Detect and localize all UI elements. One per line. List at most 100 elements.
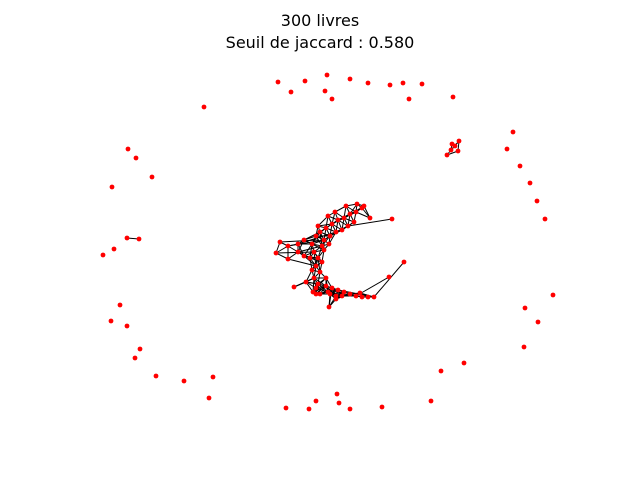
edges-layer (126, 140, 460, 308)
graph-node (313, 285, 319, 291)
graph-node (357, 290, 363, 296)
graph-node (347, 291, 353, 297)
graph-node (321, 247, 327, 253)
graph-node (132, 355, 138, 361)
graph-node (313, 398, 319, 404)
graph-node (542, 216, 548, 222)
graph-node (367, 215, 373, 221)
graph-node (504, 146, 510, 152)
graph-node (329, 221, 335, 227)
graph-node (449, 141, 455, 147)
graph-node (347, 211, 353, 217)
graph-node (343, 203, 349, 209)
graph-node (448, 147, 454, 153)
graph-node (535, 319, 541, 325)
graph-edge (275, 251, 315, 254)
figure-subtitle: Seuil de jaccard : 0.580 (225, 33, 415, 52)
graph-edge (373, 261, 405, 298)
graph-node (295, 249, 301, 255)
graph-node (354, 201, 360, 207)
graph-node (291, 284, 297, 290)
graph-edge (287, 239, 325, 247)
graph-node (510, 129, 516, 135)
graph-node (315, 223, 321, 229)
graph-node (322, 88, 328, 94)
graph-node (323, 283, 329, 289)
graph-node (301, 237, 307, 243)
graph-node (353, 209, 359, 215)
graph-node (401, 259, 407, 265)
graph-edge (328, 287, 333, 308)
graph-node (335, 287, 341, 293)
graph-node (136, 236, 142, 242)
graph-node (313, 291, 319, 297)
figure-title: 300 livres (280, 11, 360, 30)
graph-node (317, 229, 323, 235)
graph-node (327, 233, 333, 239)
graph-node (450, 94, 456, 100)
graph-node (444, 152, 450, 158)
graph-node (428, 398, 434, 404)
graph-node (332, 209, 338, 215)
graph-node (323, 225, 329, 231)
graph-node (386, 274, 392, 280)
graph-edge (287, 258, 317, 267)
graph-node (285, 256, 291, 262)
graph-node (419, 81, 425, 87)
graph-node (438, 368, 444, 374)
graph-node (137, 346, 143, 352)
graph-node (400, 80, 406, 86)
graph-node (335, 217, 341, 223)
graph-node (361, 203, 367, 209)
graph-node (527, 180, 533, 186)
graph-node (319, 259, 325, 265)
graph-node (333, 229, 339, 235)
graph-node (359, 294, 365, 300)
graph-node (323, 275, 329, 281)
graph-edge (303, 255, 317, 267)
graph-node (325, 213, 331, 219)
graph-node (324, 72, 330, 78)
graph-node (125, 146, 131, 152)
graph-node (309, 267, 315, 273)
graph-node (117, 302, 123, 308)
graph-node (295, 241, 301, 247)
graph-node (347, 406, 353, 412)
graph-node (315, 255, 321, 261)
graph-node (517, 163, 523, 169)
graph-node (365, 80, 371, 86)
graph-node (109, 184, 115, 190)
graph-node (313, 233, 319, 239)
graph-node (329, 96, 335, 102)
graph-node (379, 404, 385, 410)
graph-node (285, 243, 291, 249)
graph-edge (347, 218, 393, 227)
graph-node (124, 235, 130, 241)
graph-node (317, 291, 323, 297)
graph-node (301, 253, 307, 259)
graph-node (353, 293, 359, 299)
graph-node (326, 304, 332, 310)
graph-node (341, 215, 347, 221)
graph-node (351, 219, 357, 225)
graph-node (336, 400, 342, 406)
graph-node (210, 374, 216, 380)
graph-node (275, 79, 281, 85)
graph-node (365, 294, 371, 300)
nodes-layer (100, 72, 556, 412)
graph-node (339, 293, 345, 299)
graph-node (521, 344, 527, 350)
graph-node (201, 104, 207, 110)
graph-node (313, 263, 319, 269)
graph-node (124, 323, 130, 329)
graph-node (456, 138, 462, 144)
graph-node (319, 243, 325, 249)
graph-node (406, 96, 412, 102)
graph-node (461, 360, 467, 366)
graph-node (111, 246, 117, 252)
graph-node (329, 285, 335, 291)
graph-edge (343, 207, 363, 219)
graph-node (283, 405, 289, 411)
